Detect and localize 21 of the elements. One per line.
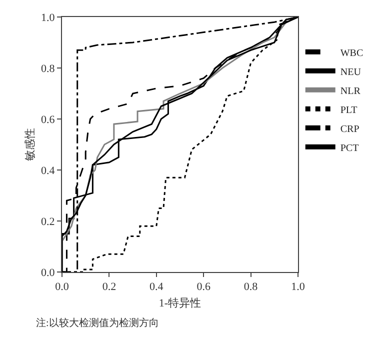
x-axis-title: 1-特异性 <box>158 297 202 310</box>
legend-label: WBC <box>340 48 364 59</box>
legend-label: PLT <box>340 104 358 116</box>
text: 注:以较大检测值为检测方向 <box>36 317 159 329</box>
y-tick-label: 0.8 <box>41 62 56 75</box>
legend-label: NEU <box>340 66 362 78</box>
y-tick-label: 1.0 <box>41 12 56 24</box>
x-tick-label: 0.8 <box>244 281 258 294</box>
x-tick-label: 0.6 <box>196 281 211 294</box>
legend-label: CRP <box>340 124 360 135</box>
x-tick-label: 0.0 <box>55 281 70 294</box>
y-tick-label: 0.6 <box>41 114 56 126</box>
y-tick-label: 0.4 <box>41 164 56 177</box>
x-tick-label: 0.2 <box>102 281 116 294</box>
y-tick-label: 0.0 <box>41 266 56 279</box>
y-axis-title: 敏感性 <box>24 128 37 161</box>
x-tick-label: 0.4 <box>150 281 164 294</box>
x-tick-label: 1.0 <box>291 281 306 294</box>
legend-label: NLR <box>340 86 361 97</box>
legend-label: PCT <box>340 142 359 154</box>
y-tick-label: 0.2 <box>41 216 55 228</box>
